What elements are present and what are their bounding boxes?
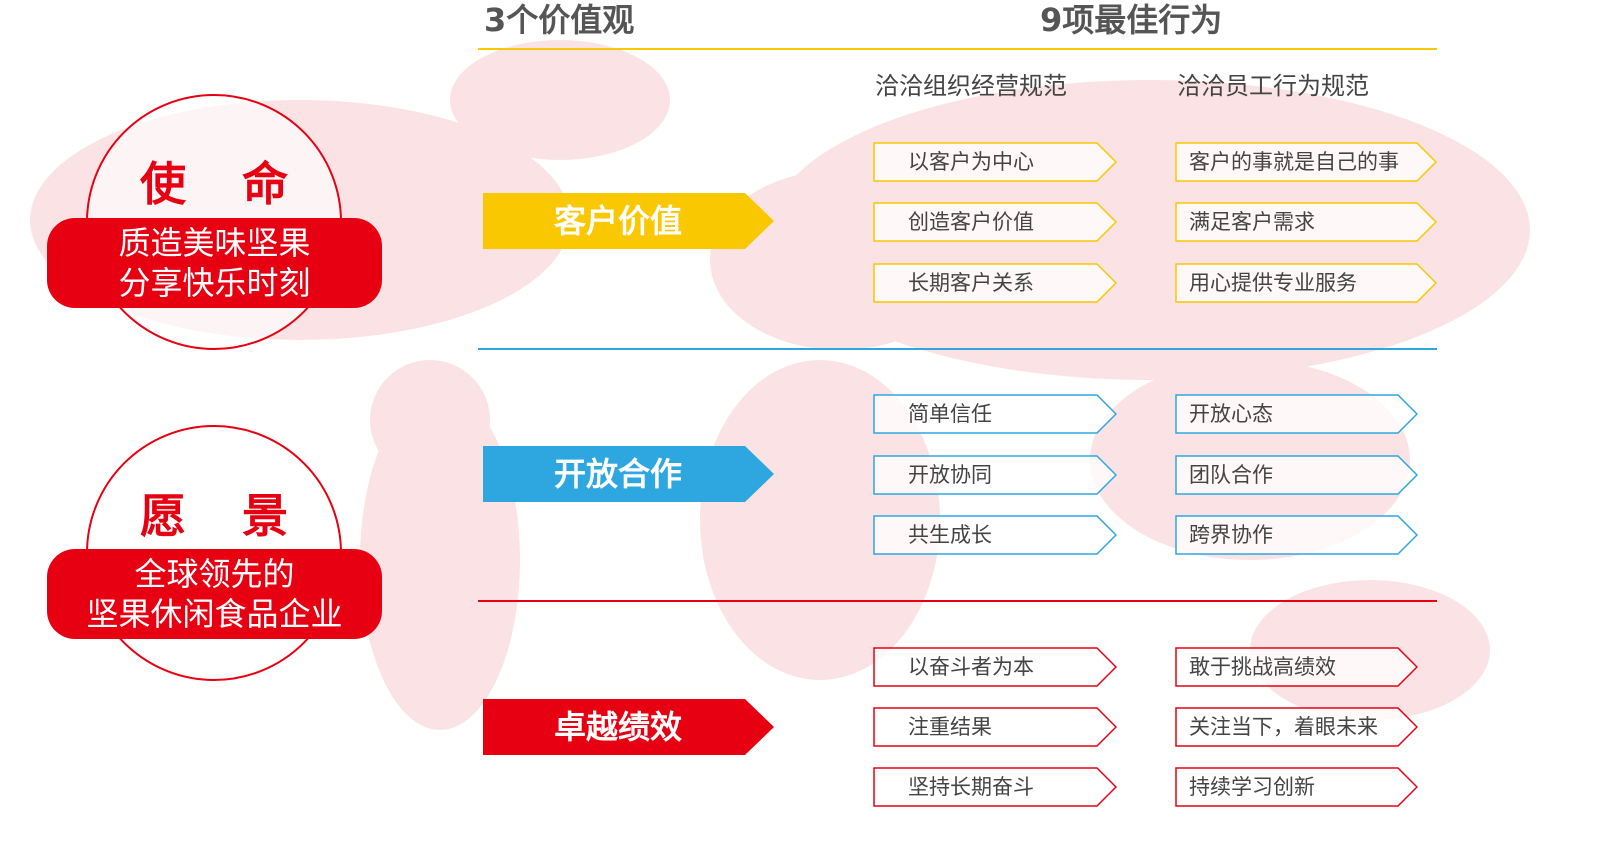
value-label: 卓越绩效 [553,708,682,746]
arrow-box-outline [873,707,1117,747]
behavior-label: 共生成长 [908,523,992,547]
behavior-label: 持续学习创新 [1189,775,1315,799]
behavior-label: 注重结果 [908,715,992,739]
arrow-box-outline [1175,647,1418,687]
behavior-org-item: 长期客户关系 [873,263,1117,303]
mission-text-1: 质造美味坚果 [118,224,311,262]
col-org-heading: 洽洽组织经营规范 [875,72,1067,100]
arrow-box-outline [873,263,1117,303]
arrow-box-outline [873,202,1117,242]
behavior-org-item: 以奋斗者为本 [873,647,1117,687]
behavior-label: 坚持长期奋斗 [908,775,1034,799]
arrow-box-outline [1175,455,1418,495]
arrow-box-outline [1175,394,1418,434]
divider-yellow [478,48,1437,50]
arrow-box-outline [873,455,1117,495]
value-arrow-2: 卓越绩效 [483,699,774,755]
arrow-box-outline [1175,707,1418,747]
value-arrow-shape [483,193,774,249]
arrow-box-outline [873,767,1117,807]
behavior-label: 创造客户价值 [908,210,1034,234]
arrow-box-outline [1175,202,1437,242]
arrow-box-outline [1175,142,1437,182]
behavior-label: 开放协同 [908,463,992,487]
behavior-staff-item: 敢于挑战高绩效 [1175,647,1418,687]
behavior-label: 跨界协作 [1189,523,1273,547]
value-arrow-0: 客户价值 [483,193,774,249]
mission-text-2: 分享快乐时刻 [118,264,311,302]
behavior-label: 简单信任 [908,402,992,426]
behavior-label: 长期客户关系 [908,271,1034,295]
arrow-box-outline [1175,263,1437,303]
behavior-label: 关注当下，着眼未来 [1189,715,1378,739]
divider-red [478,600,1437,602]
arrow-box-outline [873,515,1117,555]
behavior-label: 以奋斗者为本 [908,655,1034,679]
behavior-staff-item: 团队合作 [1175,455,1418,495]
arrow-box-outline [1175,767,1418,807]
vision-title: 愿 景 [139,489,308,543]
behavior-staff-item: 客户的事就是自己的事 [1175,142,1437,182]
value-label: 客户价值 [553,202,682,240]
behavior-label: 客户的事就是自己的事 [1189,150,1399,174]
mission-title: 使 命 [139,157,308,211]
behavior-staff-item: 关注当下，着眼未来 [1175,707,1418,747]
arrow-box-outline [873,647,1117,687]
behavior-org-item: 注重结果 [873,707,1117,747]
vision-band: 全球领先的 坚果休闲食品企业 [47,549,382,639]
behavior-label: 团队合作 [1189,463,1273,487]
value-arrow-shape [483,446,774,502]
col-staff-heading: 洽洽员工行为规范 [1177,72,1369,100]
behavior-staff-item: 满足客户需求 [1175,202,1437,242]
behavior-label: 敢于挑战高绩效 [1189,655,1336,679]
value-arrow-1: 开放合作 [483,446,774,502]
behavior-org-item: 坚持长期奋斗 [873,767,1117,807]
arrow-box-outline [873,394,1117,434]
vision-text-2: 坚果休闲食品企业 [86,595,343,633]
values-heading: 3个价值观 [484,1,635,39]
vision-text-1: 全球领先的 [134,555,295,593]
behavior-org-item: 创造客户价值 [873,202,1117,242]
behavior-org-item: 共生成长 [873,515,1117,555]
behavior-staff-item: 持续学习创新 [1175,767,1418,807]
behavior-label: 开放心态 [1189,402,1273,426]
divider-blue [478,348,1437,350]
behavior-staff-item: 开放心态 [1175,394,1418,434]
mission-band: 质造美味坚果 分享快乐时刻 [47,218,382,308]
behavior-org-item: 开放协同 [873,455,1117,495]
value-arrow-shape [483,699,774,755]
behaviors-heading: 9项最佳行为 [1040,1,1223,39]
arrow-box-outline [873,142,1117,182]
value-label: 开放合作 [553,455,682,493]
behavior-staff-item: 用心提供专业服务 [1175,263,1437,303]
behavior-staff-item: 跨界协作 [1175,515,1418,555]
behavior-label: 满足客户需求 [1189,210,1315,234]
behavior-org-item: 简单信任 [873,394,1117,434]
behavior-org-item: 以客户为中心 [873,142,1117,182]
arrow-box-outline [1175,515,1418,555]
behavior-label: 用心提供专业服务 [1189,271,1357,295]
behavior-label: 以客户为中心 [908,150,1034,174]
